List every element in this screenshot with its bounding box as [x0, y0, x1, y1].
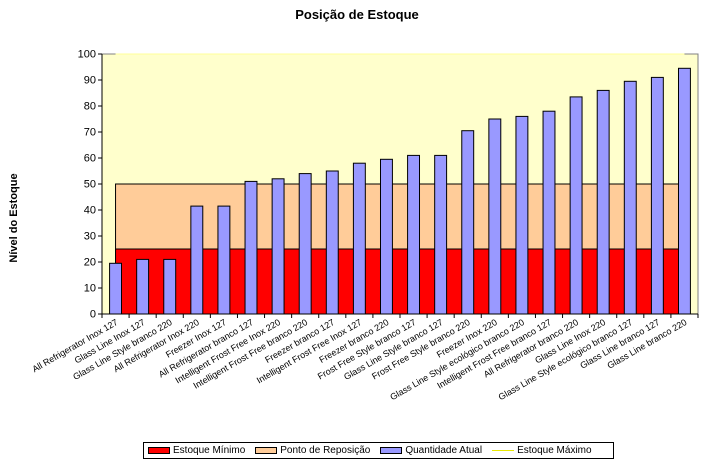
bar-quantidade-atual	[542, 110, 556, 315]
y-tick-label: 60	[84, 153, 96, 165]
legend-label: Estoque Mínimo	[173, 445, 246, 456]
legend-swatch-ponto-reposicao	[255, 447, 278, 454]
y-tick-label: 80	[84, 101, 96, 113]
legend-label: Estoque Máximo	[517, 445, 592, 456]
bar-quantidade-atual	[244, 180, 258, 315]
chart-title: Posição de Estoque	[295, 7, 419, 22]
bar-quantidade-atual	[109, 262, 123, 315]
legend-swatch-estoque-maximo	[492, 450, 515, 451]
bar-quantidade-atual	[488, 118, 502, 315]
y-tick-label: 40	[84, 205, 96, 217]
bar-quantidade-atual	[407, 154, 421, 315]
legend-item-estoque-minimo: Estoque Mínimo	[148, 445, 245, 456]
bar-quantidade-atual	[569, 96, 583, 315]
bar-quantidade-atual	[298, 173, 312, 315]
bar-quantidade-atual	[352, 162, 366, 315]
y-tick-label: 10	[84, 283, 96, 295]
y-tick-label: 30	[84, 231, 96, 243]
y-tick-label: 70	[84, 127, 96, 139]
legend-item-estoque-maximo: Estoque Máximo	[492, 445, 592, 456]
bar-quantidade-atual	[271, 178, 285, 315]
bar-quantidade-atual	[434, 154, 448, 315]
bar-quantidade-atual	[461, 130, 475, 315]
legend-swatch-quantidade-atual	[380, 447, 403, 454]
legend-label: Ponto de Reposição	[280, 445, 371, 456]
bar-quantidade-atual	[379, 158, 393, 315]
legend-item-ponto-reposicao: Ponto de Reposição	[255, 445, 370, 456]
bar-quantidade-atual	[596, 89, 610, 315]
bar-quantidade-atual	[136, 258, 150, 315]
bar-quantidade-atual	[623, 80, 637, 315]
y-tick-label: 0	[90, 309, 96, 321]
legend-swatch-estoque-minimo	[148, 447, 170, 454]
y-tick-label: 20	[84, 257, 96, 269]
bar-quantidade-atual	[325, 170, 339, 315]
bar-quantidade-atual	[163, 258, 177, 315]
legend: Estoque Mínimo Ponto de Reposição Quanti…	[143, 442, 614, 459]
y-tick-label: 50	[84, 179, 96, 191]
y-tick-label: 100	[78, 49, 96, 61]
bar-quantidade-atual	[217, 205, 231, 315]
y-tick-label: 90	[84, 75, 96, 87]
bar-quantidade-atual	[677, 67, 691, 315]
bar-quantidade-atual	[515, 115, 529, 315]
legend-label: Quantidade Atual	[405, 445, 483, 456]
bar-quantidade-atual	[190, 205, 204, 315]
bar-quantidade-atual	[650, 76, 664, 315]
legend-item-quantidade-atual: Quantidade Atual	[380, 445, 482, 456]
